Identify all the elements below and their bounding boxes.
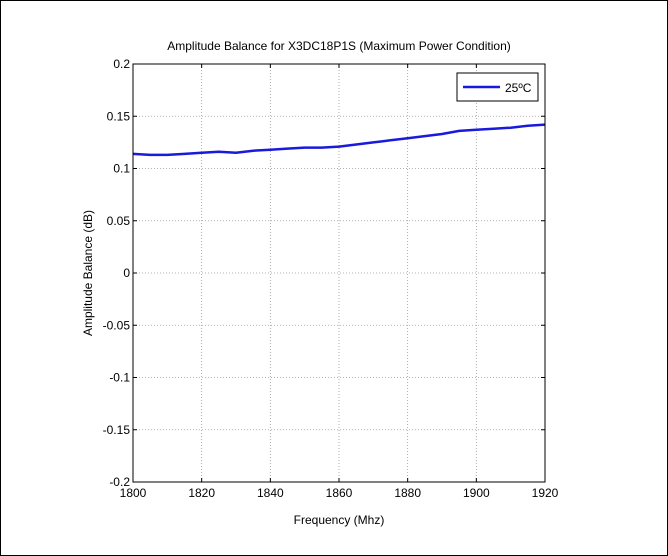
y-tick-label: -0.05: [103, 318, 131, 332]
y-tick-label: 0.15: [107, 109, 131, 123]
y-tick-label: 0.05: [107, 214, 131, 228]
x-tick-label: 1920: [532, 486, 559, 500]
plot-area-border: [132, 63, 546, 483]
y-axis-title: Amplitude Balance (dB): [81, 210, 95, 336]
y-tick-label: -0.1: [109, 371, 130, 385]
x-tick-label: 1880: [394, 486, 421, 500]
legend-label: 25ºC: [505, 81, 532, 95]
x-tick-label: 1840: [257, 486, 284, 500]
y-tick-label: 0: [123, 266, 130, 280]
x-axis-title: Frequency (Mhz): [294, 513, 385, 527]
x-tick-label: 1820: [188, 486, 215, 500]
y-tick-label: 0.2: [113, 57, 130, 71]
series-line: [132, 123, 546, 157]
legend: 25ºC: [456, 72, 539, 102]
y-tick-label: 0.1: [113, 162, 130, 176]
ticks: 1800 1820 1840 1860 1880 1900 1920 0.2 0.15 0.1 0.…: [103, 57, 559, 500]
x-tick-label: 1860: [326, 486, 353, 500]
x-tick-label: 1800: [120, 486, 147, 500]
chart-title: Amplitude Balance for X3DC18P1S (Maximum…: [167, 39, 510, 53]
x-tick-label: 1900: [463, 486, 490, 500]
grid: [133, 64, 545, 482]
series-layer: [132, 123, 546, 157]
y-tick-label: -0.2: [109, 475, 130, 489]
y-tick-label: -0.15: [103, 423, 131, 437]
